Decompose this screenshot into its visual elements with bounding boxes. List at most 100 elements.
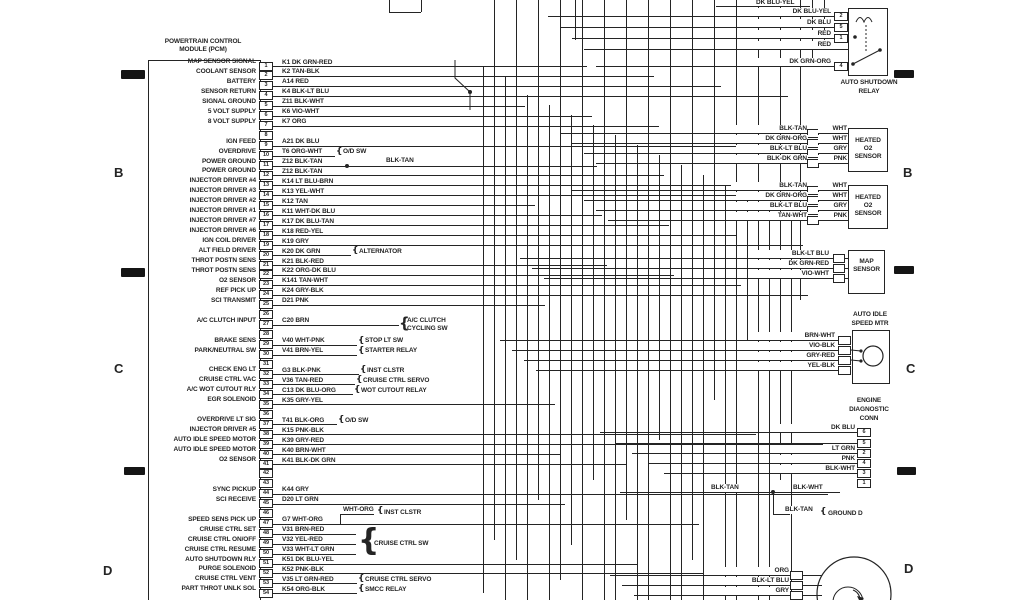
- diag-line: [600, 432, 857, 433]
- pin-wire-line: [273, 434, 756, 436]
- dist-line: [803, 585, 822, 586]
- relay-name-line2: RELAY: [858, 88, 880, 95]
- relay-top-wire-label: DK BLU-YEL: [755, 0, 796, 7]
- pin-wire-label: C20 BRN: [281, 317, 311, 325]
- o2-terminal-label: GRY: [818, 202, 848, 210]
- pin-number-box: 53: [259, 578, 273, 588]
- page-mark: [121, 70, 145, 79]
- brace-icon: {: [360, 365, 367, 376]
- margin-letter-right-d: D: [904, 561, 914, 576]
- o2-connector-box: [807, 205, 819, 215]
- pin-number-box: 3: [259, 81, 273, 91]
- pcm-box: [148, 60, 261, 600]
- pin-target-label: STOP LT SW: [365, 337, 404, 345]
- pin-function-label: CRUISE CTRL SET: [199, 525, 256, 533]
- dist-wire-label: GRY: [708, 587, 790, 595]
- diag-pin-box: 5: [857, 438, 871, 448]
- pin-function-label: INJECTOR DRIVER #6: [189, 227, 256, 235]
- pin-number-box: 18: [259, 230, 273, 240]
- pin-wire-label: C13 DK BLU-ORG: [281, 386, 337, 395]
- bus-line: [692, 0, 693, 560]
- o2-line: [608, 220, 848, 221]
- dist-wire-label: ORG: [708, 567, 790, 575]
- pin-number-box: 50: [259, 549, 273, 559]
- pin-function-label: SCI TRANSMIT: [210, 296, 256, 304]
- pin-wire-line: [273, 284, 741, 286]
- pin-function-label: BRAKE SENS: [214, 336, 256, 344]
- pin-wire-line: [273, 444, 823, 446]
- bus-line: [736, 0, 737, 600]
- pin-function-label: SENSOR RETURN: [200, 87, 256, 95]
- pin-number-box: 5: [259, 101, 273, 111]
- brace-icon: {: [352, 246, 359, 257]
- o2-connector-box: [807, 195, 819, 205]
- bus-line: [549, 105, 550, 600]
- ground-branch-line: [773, 514, 790, 515]
- relay-name-line1: AUTO SHUTDOWN: [840, 79, 898, 86]
- pin-wire-label: Z12 BLK-TAN: [281, 158, 324, 166]
- pin-function-label: SIGNAL GROUND: [202, 97, 256, 105]
- o2-connector-box: [807, 138, 819, 148]
- diag-pin-box: 1: [857, 478, 871, 488]
- map-sensor-name: MAP: [859, 258, 874, 265]
- pin-number-box: 47: [259, 519, 273, 529]
- diag-wire-label: DK BLU: [770, 424, 856, 432]
- o2-line: [572, 143, 848, 144]
- margin-letter-right-b: B: [903, 165, 913, 180]
- map-connector-box: [833, 253, 845, 263]
- pin-wire-line: [273, 394, 353, 396]
- page-mark: [894, 70, 914, 78]
- pcm-title-line1: POWERTRAIN CONTROL: [164, 38, 242, 45]
- pin-wire-line: [273, 115, 592, 117]
- speed-branch-target-label: INST CLSTR: [384, 508, 422, 516]
- pin-function-label: AUTO IDLE SPEED MOTOR: [173, 446, 256, 454]
- relay-wire-label: DK BLU-YEL: [752, 8, 832, 16]
- pin-wire-label: D21 PNK: [281, 297, 310, 305]
- pin-wire-line: [273, 344, 357, 346]
- o2-connector-box: [807, 158, 819, 168]
- map-sensor-box: [848, 250, 885, 294]
- ais-connector-box: [838, 335, 851, 345]
- distributor-rotor-icon: [832, 586, 864, 600]
- pin-wire-line: [273, 374, 359, 376]
- pin-wire-label: V33 WHT-LT GRN: [281, 546, 336, 554]
- pin-function-label: O2 SENSOR: [218, 456, 256, 463]
- o2-sensor-box: [848, 128, 888, 172]
- pin-target-label: SMCC RELAY: [365, 585, 407, 593]
- pin-number-box: 8: [259, 131, 273, 141]
- diag-conn-name: CONN: [859, 415, 879, 422]
- pin-function-label: CRUISE CTRL VENT: [194, 575, 256, 583]
- bus-line: [516, 0, 517, 560]
- o2-terminal-label: WHT: [818, 182, 848, 190]
- diag-pin-box: 6: [857, 427, 871, 437]
- pin-number-box: 32: [259, 369, 273, 379]
- pin-function-label: O2 SENSOR: [218, 276, 256, 284]
- pin-number-box: 10: [259, 151, 273, 161]
- pin-target-label: STARTER RELAY: [365, 347, 418, 355]
- pin-wire-label: K24 GRY-BLK: [281, 287, 325, 295]
- o2-line: [584, 200, 848, 201]
- o2-connector-box: [807, 215, 819, 225]
- ground-wire-right-label: BLK-WHT: [792, 484, 824, 492]
- map-sensor-name: SENSOR: [853, 266, 880, 273]
- margin-letter-left-b: B: [114, 165, 124, 180]
- pin-wire-label: G3 BLK-PNK: [281, 366, 322, 375]
- pin-number-box: 46: [259, 509, 273, 519]
- pin-function-label: CHECK ENG LT: [208, 366, 256, 374]
- margin-letter-left-d: D: [103, 563, 113, 578]
- pin-number-box: 4: [259, 91, 273, 101]
- o2-line: [596, 210, 848, 211]
- relay-pin-box: 5: [834, 22, 848, 32]
- pin-target-label: CRUISE CTRL SERVO: [365, 575, 432, 583]
- pin-target-label: O/D SW: [343, 148, 367, 156]
- pin-wire-label: Z11 BLK-WHT: [281, 98, 325, 106]
- pin-wire-label: Z12 BLK-TAN: [281, 167, 324, 176]
- dist-line: [622, 585, 790, 586]
- relay-body-box: [848, 8, 888, 76]
- brace-icon: {: [358, 345, 365, 356]
- page-mark: [894, 266, 914, 274]
- dist-line: [803, 595, 822, 596]
- pin-wire-label: K35 GRY-YEL: [281, 396, 324, 405]
- pin-target-label: ALTERNATOR: [359, 247, 402, 255]
- bus-line: [527, 95, 528, 600]
